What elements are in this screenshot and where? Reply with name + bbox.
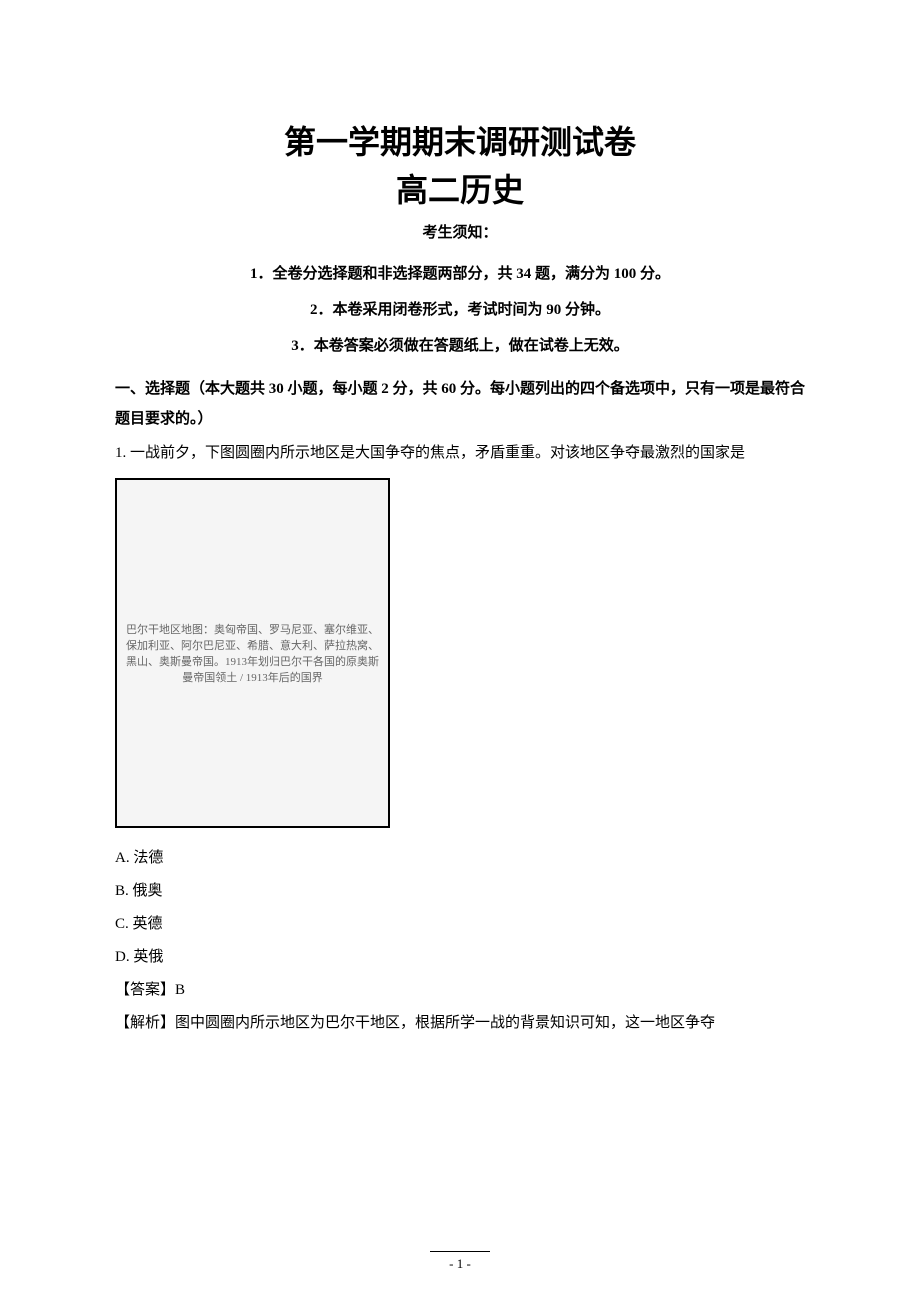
- option-label-d: D.: [115, 949, 130, 965]
- option-label-a: A.: [115, 850, 130, 866]
- exam-title-line2: 高二历史: [115, 165, 805, 211]
- notice-label: 考生须知：: [115, 221, 805, 242]
- analysis-label: 【解析】: [115, 1015, 175, 1031]
- option-text-a: 法德: [133, 850, 163, 866]
- instruction-2: 2．本卷采用闭卷形式，考试时间为 90 分钟。: [115, 292, 805, 328]
- option-a: A. 法德: [115, 842, 805, 875]
- option-label-c: C.: [115, 916, 129, 932]
- question-text: 1. 一战前夕，下图圆圈内所示地区是大国争夺的焦点，矛盾重重。对该地区争夺最激烈…: [115, 438, 805, 468]
- instruction-1: 1．全卷分选择题和非选择题两部分，共 34 题，满分为 100 分。: [115, 256, 805, 292]
- option-label-b: B.: [115, 883, 129, 899]
- option-text-b: 俄奥: [133, 883, 163, 899]
- exam-title-line1: 第一学期期末调研测试卷: [115, 120, 805, 165]
- answer-label: 【答案】: [115, 982, 175, 998]
- option-c: C. 英德: [115, 908, 805, 941]
- instruction-3: 3．本卷答案必须做在答题纸上，做在试卷上无效。: [115, 328, 805, 364]
- answer-value: B: [175, 982, 185, 998]
- analysis-row: 【解析】图中圆圈内所示地区为巴尔干地区，根据所学一战的背景知识可知，这一地区争夺: [115, 1007, 805, 1040]
- page-number: - 1 -: [430, 1251, 490, 1272]
- question-body: 一战前夕，下图圆圈内所示地区是大国争夺的焦点，矛盾重重。对该地区争夺最激烈的国家…: [130, 445, 745, 461]
- analysis-text: 图中圆圈内所示地区为巴尔干地区，根据所学一战的背景知识可知，这一地区争夺: [175, 1015, 715, 1031]
- question-number: 1.: [115, 445, 126, 461]
- option-text-c: 英德: [133, 916, 163, 932]
- answer-row: 【答案】B: [115, 974, 805, 1007]
- balkan-map-image: 巴尔干地区地图：奥匈帝国、罗马尼亚、塞尔维亚、保加利亚、阿尔巴尼亚、希腊、意大利…: [115, 478, 390, 828]
- section-header: 一、选择题（本大题共 30 小题，每小题 2 分，共 60 分。每小题列出的四个…: [115, 374, 805, 434]
- option-text-d: 英俄: [133, 949, 163, 965]
- option-b: B. 俄奥: [115, 875, 805, 908]
- option-d: D. 英俄: [115, 941, 805, 974]
- map-description: 巴尔干地区地图：奥匈帝国、罗马尼亚、塞尔维亚、保加利亚、阿尔巴尼亚、希腊、意大利…: [117, 617, 388, 689]
